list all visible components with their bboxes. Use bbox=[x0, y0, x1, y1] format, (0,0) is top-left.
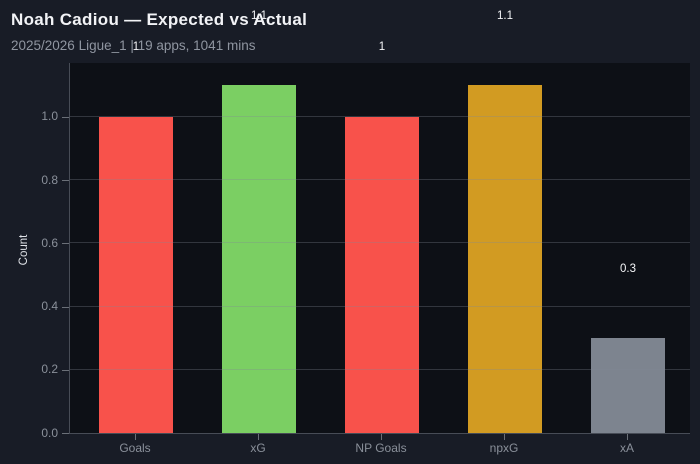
gridline bbox=[70, 368, 690, 370]
y-tick-label: 0.8 bbox=[41, 172, 58, 187]
chart-subtitle: 2025/2026 Ligue_1 | 19 apps, 1041 mins bbox=[11, 38, 256, 53]
bar-value-label-goals: 1 bbox=[132, 41, 140, 54]
gridline bbox=[70, 305, 690, 307]
x-tick-label-xa: xA bbox=[619, 441, 635, 455]
y-tick-mark bbox=[62, 433, 69, 434]
y-tick-label: 0.0 bbox=[41, 425, 58, 440]
bar-value-label-xg: 1.1 bbox=[251, 9, 267, 22]
y-tick-label: 1.0 bbox=[41, 109, 58, 124]
page-title: Noah Cadiou — Expected vs Actual bbox=[11, 10, 308, 29]
gridline bbox=[70, 115, 690, 117]
bar-value-label-np-goals: 1 bbox=[378, 41, 386, 54]
x-tick-label-npxg: npxG bbox=[489, 441, 519, 455]
bar-value-label-xa: 0.3 bbox=[620, 262, 636, 275]
x-tick-mark bbox=[135, 434, 136, 440]
y-tick-label: 0.2 bbox=[41, 362, 58, 377]
y-tick-mark bbox=[62, 306, 69, 308]
x-tick-label-xg: xG bbox=[250, 441, 266, 455]
bar-npxg bbox=[468, 85, 542, 433]
x-tick-label-goals: Goals bbox=[119, 441, 151, 455]
y-tick-mark bbox=[62, 180, 69, 181]
y-tick-label: 0.4 bbox=[41, 299, 58, 313]
bar-np-goals bbox=[345, 116, 419, 433]
y-tick-mark bbox=[62, 243, 69, 245]
x-tick-mark bbox=[258, 434, 259, 440]
x-tick-mark bbox=[381, 434, 382, 440]
y-tick-mark bbox=[62, 116, 69, 118]
gridline bbox=[70, 242, 690, 244]
y-tick-mark bbox=[62, 369, 69, 371]
bar-xg bbox=[222, 85, 296, 433]
x-tick-mark bbox=[627, 434, 628, 440]
plot-area: 1 1.1 1 1.1 0.3 bbox=[69, 10, 690, 434]
bar-value-label-npxg: 1.1 bbox=[497, 9, 513, 22]
gridline bbox=[70, 179, 690, 181]
x-tick-label-np-goals: NP Goals bbox=[355, 441, 407, 455]
bar-xa bbox=[591, 338, 665, 433]
y-tick-label: 0.6 bbox=[41, 235, 58, 250]
bar-goals bbox=[99, 116, 173, 433]
x-tick-mark bbox=[504, 434, 505, 440]
